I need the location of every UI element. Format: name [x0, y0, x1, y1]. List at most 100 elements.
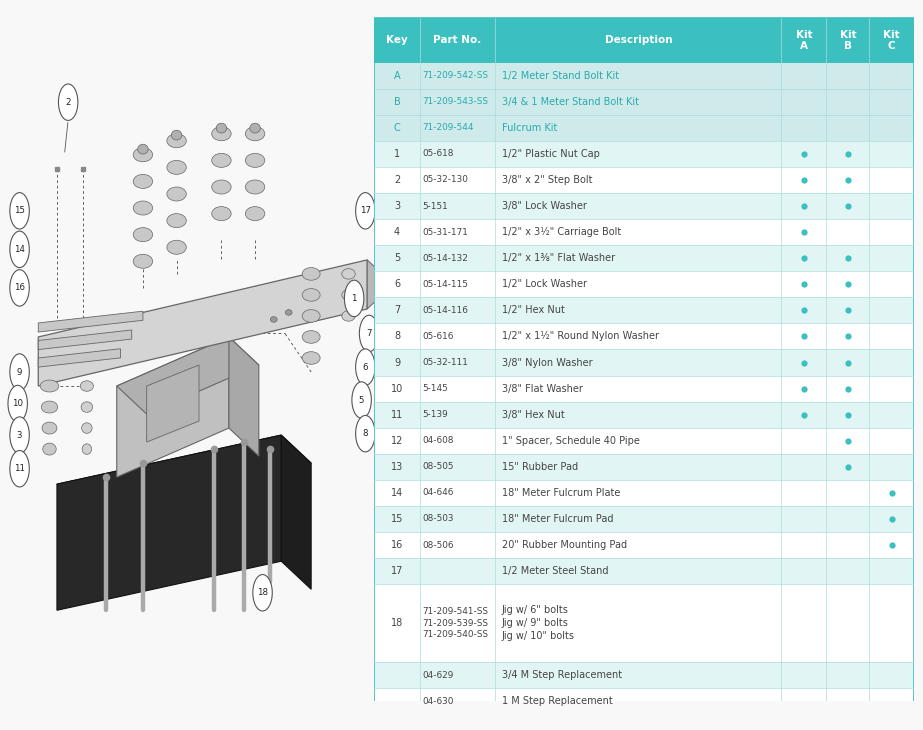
FancyBboxPatch shape	[374, 89, 914, 115]
FancyBboxPatch shape	[374, 115, 914, 141]
Text: A: A	[394, 71, 401, 81]
Text: 15" Rubber Pad: 15" Rubber Pad	[502, 462, 578, 472]
Text: 1/2" x 3½" Carriage Bolt: 1/2" x 3½" Carriage Bolt	[502, 227, 621, 237]
FancyBboxPatch shape	[374, 18, 914, 63]
Text: 18: 18	[257, 588, 268, 597]
Text: 2: 2	[394, 175, 401, 185]
Ellipse shape	[342, 269, 355, 279]
FancyBboxPatch shape	[374, 63, 914, 89]
Circle shape	[359, 315, 378, 352]
Text: 1: 1	[352, 294, 357, 303]
Text: 9: 9	[17, 367, 22, 377]
Polygon shape	[38, 330, 132, 350]
Text: 10: 10	[391, 383, 403, 393]
Text: 1" Spacer, Schedule 40 Pipe: 1" Spacer, Schedule 40 Pipe	[502, 436, 640, 446]
Text: 11: 11	[391, 410, 403, 420]
Text: 1/2" Lock Washer: 1/2" Lock Washer	[502, 280, 587, 289]
Text: 08-505: 08-505	[423, 462, 454, 472]
FancyBboxPatch shape	[374, 193, 914, 219]
Text: 6: 6	[394, 280, 400, 289]
FancyBboxPatch shape	[374, 219, 914, 245]
Ellipse shape	[211, 127, 231, 141]
Polygon shape	[116, 337, 258, 414]
Ellipse shape	[81, 423, 92, 434]
FancyBboxPatch shape	[374, 506, 914, 532]
Text: 5: 5	[394, 253, 401, 264]
Circle shape	[355, 349, 375, 385]
Text: 15: 15	[390, 514, 403, 524]
Ellipse shape	[42, 401, 58, 413]
Text: 10: 10	[12, 399, 23, 408]
Text: 9: 9	[394, 358, 400, 367]
Text: 3/8" Nylon Washer: 3/8" Nylon Washer	[502, 358, 593, 367]
Ellipse shape	[211, 180, 231, 194]
Polygon shape	[57, 435, 311, 512]
Ellipse shape	[302, 288, 320, 301]
FancyBboxPatch shape	[374, 141, 914, 167]
Ellipse shape	[285, 310, 292, 315]
Text: 1/2" x 1⅜" Flat Washer: 1/2" x 1⅜" Flat Washer	[502, 253, 615, 264]
Text: 16: 16	[14, 283, 25, 293]
Polygon shape	[38, 260, 367, 386]
Text: 3/8" x 2" Step Bolt: 3/8" x 2" Step Bolt	[502, 175, 593, 185]
Text: 05-31-171: 05-31-171	[423, 228, 468, 237]
Text: Kit
A: Kit A	[796, 29, 812, 51]
Text: 4: 4	[394, 227, 400, 237]
FancyBboxPatch shape	[374, 402, 914, 428]
Text: 8: 8	[394, 331, 400, 342]
Polygon shape	[229, 337, 258, 456]
Ellipse shape	[270, 317, 277, 322]
Text: 18: 18	[391, 618, 403, 629]
Circle shape	[352, 382, 371, 418]
Ellipse shape	[133, 228, 152, 242]
Ellipse shape	[172, 130, 182, 140]
Ellipse shape	[81, 402, 92, 412]
Text: 1/2" x 1½" Round Nylon Washer: 1/2" x 1½" Round Nylon Washer	[502, 331, 659, 342]
Ellipse shape	[246, 207, 265, 220]
Text: 18" Meter Fulcrum Plate: 18" Meter Fulcrum Plate	[502, 488, 620, 498]
Circle shape	[344, 280, 364, 317]
Ellipse shape	[167, 134, 186, 147]
Ellipse shape	[302, 310, 320, 322]
Text: 7: 7	[394, 305, 401, 315]
FancyBboxPatch shape	[374, 584, 914, 662]
Ellipse shape	[211, 207, 231, 220]
Ellipse shape	[82, 444, 91, 454]
FancyBboxPatch shape	[374, 272, 914, 297]
Ellipse shape	[167, 161, 186, 174]
Text: 20" Rubber Mounting Pad: 20" Rubber Mounting Pad	[502, 540, 627, 550]
Text: 3: 3	[394, 201, 400, 211]
Text: Jig w/ 6" bolts
Jig w/ 9" bolts
Jig w/ 10" bolts: Jig w/ 6" bolts Jig w/ 9" bolts Jig w/ 1…	[502, 605, 575, 641]
Circle shape	[10, 193, 30, 229]
Text: 04-630: 04-630	[423, 697, 454, 706]
Text: 11: 11	[14, 464, 25, 473]
Text: 71-209-542-SS: 71-209-542-SS	[423, 71, 488, 80]
Text: 05-616: 05-616	[423, 332, 454, 341]
Ellipse shape	[342, 311, 355, 321]
Ellipse shape	[80, 381, 93, 391]
FancyBboxPatch shape	[374, 375, 914, 402]
Circle shape	[355, 415, 375, 452]
Ellipse shape	[133, 201, 152, 215]
Ellipse shape	[211, 153, 231, 167]
Ellipse shape	[40, 380, 59, 392]
Text: Fulcrum Kit: Fulcrum Kit	[502, 123, 557, 133]
Text: 17: 17	[360, 207, 371, 215]
Text: 05-14-116: 05-14-116	[423, 306, 468, 315]
Text: 5-151: 5-151	[423, 201, 449, 210]
Polygon shape	[147, 365, 199, 442]
Text: C: C	[393, 123, 401, 133]
Text: 04-629: 04-629	[423, 671, 454, 680]
Circle shape	[10, 354, 30, 391]
Polygon shape	[367, 260, 375, 309]
Text: 05-32-111: 05-32-111	[423, 358, 468, 367]
Text: 8: 8	[363, 429, 368, 438]
FancyBboxPatch shape	[374, 688, 914, 715]
Polygon shape	[116, 337, 229, 477]
Text: 05-14-115: 05-14-115	[423, 280, 468, 289]
Circle shape	[8, 385, 28, 422]
Text: 3/8" Lock Washer: 3/8" Lock Washer	[502, 201, 587, 211]
FancyBboxPatch shape	[374, 245, 914, 272]
FancyBboxPatch shape	[374, 167, 914, 193]
Ellipse shape	[133, 147, 152, 162]
